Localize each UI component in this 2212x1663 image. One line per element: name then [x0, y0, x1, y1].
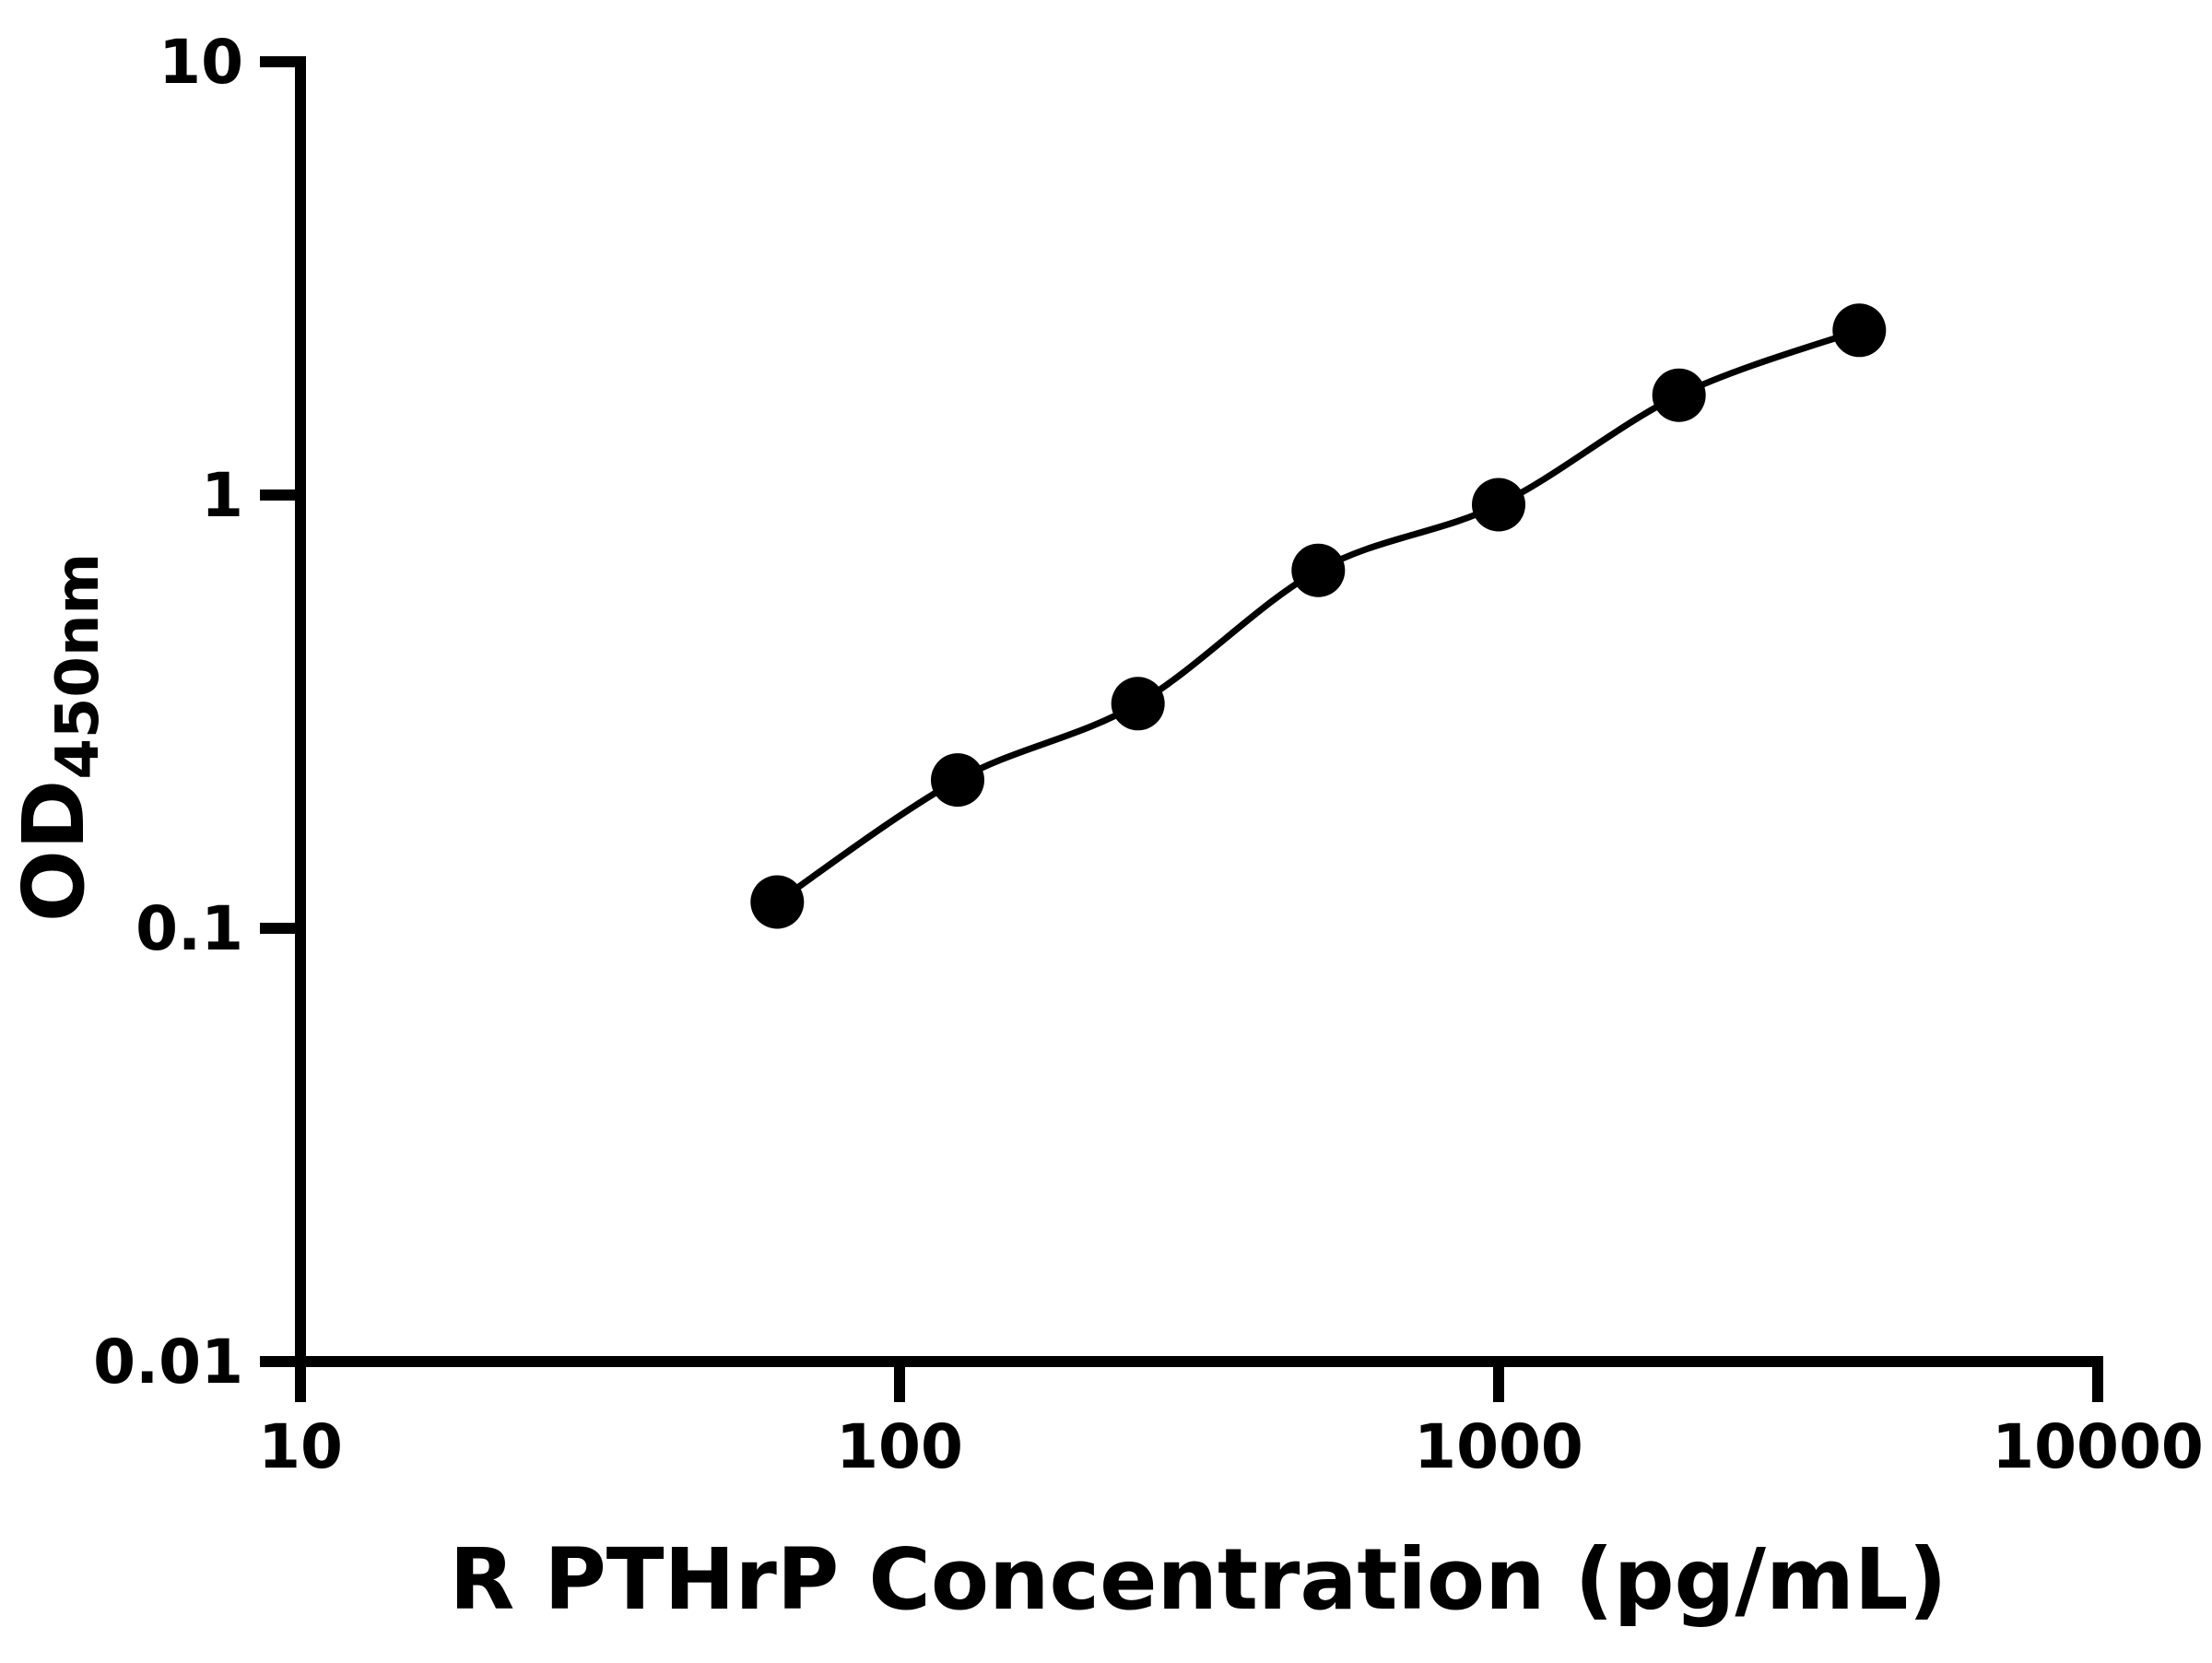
data-point-marker — [931, 753, 984, 808]
y-tick-label: 0.01 — [93, 1327, 243, 1398]
data-point-marker — [1111, 677, 1165, 731]
y-tick-label: 1 — [201, 460, 243, 531]
x-tick-label: 10000 — [1992, 1411, 2204, 1482]
standard-curve-line — [775, 327, 1861, 905]
x-tick-label: 100 — [836, 1411, 963, 1482]
data-point-marker — [750, 875, 805, 929]
data-point-marker — [1652, 368, 1706, 422]
y-tick-label: 0.1 — [135, 893, 243, 964]
axes-layer: 10 100 1000 10000 0.01 0.1 1 10 — [93, 27, 2204, 1482]
x-tick-label: 1000 — [1414, 1411, 1583, 1482]
plot-series-layer — [750, 303, 1887, 929]
x-tick-label: 10 — [258, 1411, 343, 1482]
x-axis-title: R PTHrP Concentration (pg/mL) — [449, 1530, 1947, 1629]
data-point-marker — [1472, 478, 1525, 532]
data-point-marker — [1291, 543, 1346, 597]
data-point-marker — [1832, 303, 1887, 358]
y-axis-title: OD450nm — [5, 553, 112, 922]
y-axis-title-main: OD — [5, 780, 103, 923]
y-tick-label: 10 — [159, 27, 243, 98]
y-axis-title-subscript: 450nm — [44, 553, 112, 780]
